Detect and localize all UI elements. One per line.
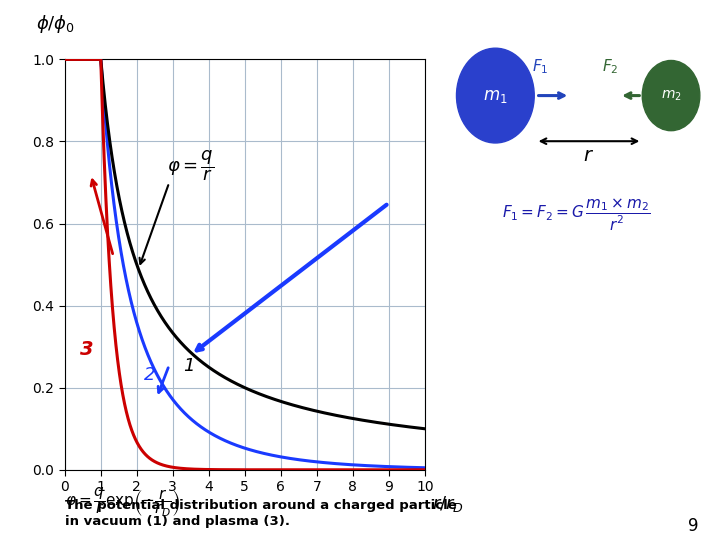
- Text: $r/r_D$: $r/r_D$: [432, 495, 464, 515]
- Text: 3: 3: [80, 340, 94, 359]
- Circle shape: [642, 60, 700, 131]
- Text: $\phi/\phi_0$: $\phi/\phi_0$: [36, 13, 75, 35]
- Text: $F_1 = F_2 = G\,\dfrac{m_1 \times m_2}{r^2}$: $F_1 = F_2 = G\,\dfrac{m_1 \times m_2}{r…: [502, 197, 650, 233]
- Text: The potential distribution around a charged particle
in vacuum (1) and plasma (3: The potential distribution around a char…: [65, 500, 456, 528]
- Text: 1: 1: [184, 357, 195, 375]
- Text: $r$: $r$: [583, 146, 595, 165]
- Text: $F_2$: $F_2$: [603, 57, 618, 76]
- Text: 2: 2: [144, 366, 156, 383]
- Circle shape: [456, 48, 534, 143]
- Text: 9: 9: [688, 517, 698, 535]
- Text: $\varphi=\dfrac{q}{r}$: $\varphi=\dfrac{q}{r}$: [167, 148, 215, 183]
- Text: $\varphi = \dfrac{q}{r}\exp\!\left(-\dfrac{r}{r_D}\right)$: $\varphi = \dfrac{q}{r}\exp\!\left(-\dfr…: [65, 486, 180, 519]
- Text: $m_1$: $m_1$: [483, 86, 508, 105]
- Text: $F_1$: $F_1$: [532, 57, 548, 76]
- Text: $m_2$: $m_2$: [661, 89, 681, 103]
